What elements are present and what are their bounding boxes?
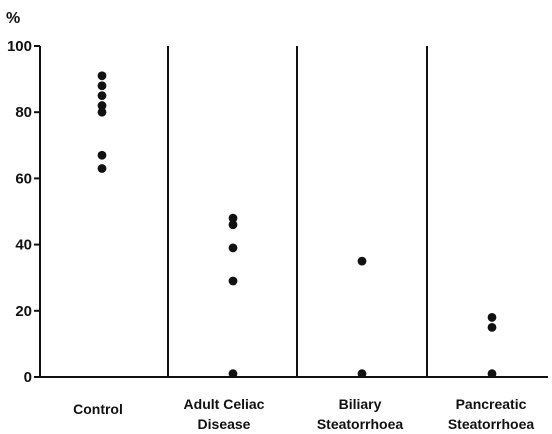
- data-point: [97, 91, 107, 101]
- category-label-line: Adult Celiac: [184, 396, 265, 412]
- category-label-line: Pancreatic: [456, 396, 527, 412]
- y-axis-ticks: 0 20 40 60 80 100: [7, 38, 40, 386]
- y-tick-label: 60: [15, 170, 32, 187]
- category-label-line: Biliary: [339, 396, 382, 412]
- data-point: [97, 101, 107, 110]
- category-label-line: Steatorrhoea: [317, 416, 404, 432]
- category-labels: Control Adult Celiac Disease Biliary Steator…: [73, 396, 534, 432]
- data-point: [97, 81, 107, 91]
- category-label-line: Control: [73, 401, 123, 417]
- data-point: [97, 164, 107, 173]
- y-tick-label: 0: [24, 369, 32, 386]
- data-point: [228, 243, 238, 253]
- category-label-line: Steatorrhoea: [448, 416, 535, 432]
- category-label-line: Disease: [198, 416, 251, 432]
- data-point: [97, 107, 107, 117]
- data-point: [228, 220, 238, 230]
- data-points: [97, 71, 497, 379]
- y-tick-label: 20: [15, 303, 32, 320]
- data-point: [228, 369, 238, 379]
- y-tick-label: 80: [15, 104, 32, 121]
- category-label: Biliary Steatorrhoea: [317, 396, 404, 432]
- y-tick-label: 40: [15, 237, 32, 254]
- data-point: [228, 213, 238, 223]
- data-point: [228, 276, 238, 286]
- data-point: [357, 369, 367, 379]
- data-point: [97, 71, 107, 81]
- y-tick-label: 100: [7, 38, 32, 55]
- data-point: [97, 150, 107, 160]
- category-label: Pancreatic Steatorrhoea: [448, 396, 535, 432]
- data-point: [487, 313, 497, 322]
- category-label: Adult Celiac Disease: [184, 396, 265, 432]
- category-dividers: [167, 46, 428, 377]
- axes: [39, 46, 548, 378]
- y-unit-label: %: [6, 10, 20, 27]
- category-label: Control: [73, 401, 123, 417]
- data-point: [487, 322, 497, 332]
- data-point: [487, 369, 497, 379]
- data-point: [357, 256, 367, 266]
